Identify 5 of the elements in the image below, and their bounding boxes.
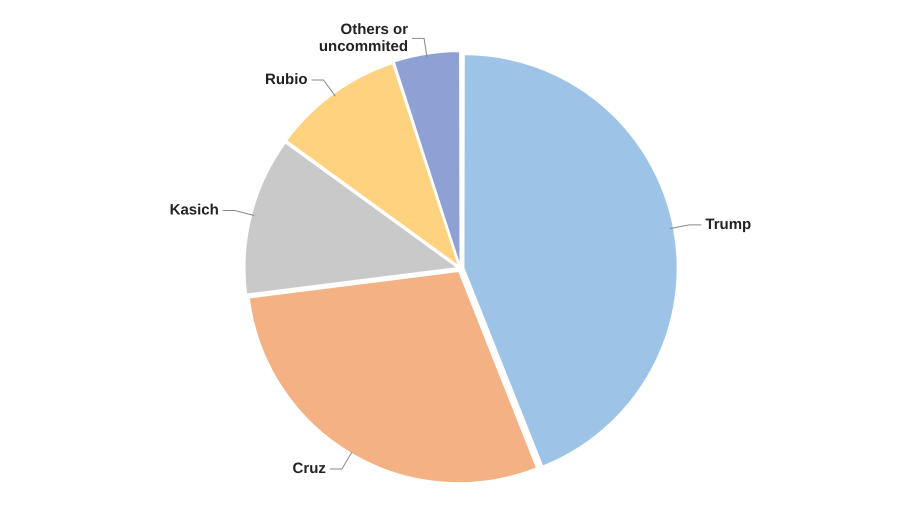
slice-label: Trump — [705, 216, 752, 233]
slice-label: Cruz — [292, 460, 326, 478]
slice-label: Kasich — [170, 202, 219, 219]
slice-label: Rubio — [265, 71, 308, 88]
slice-label: Others or uncommited — [318, 21, 408, 56]
